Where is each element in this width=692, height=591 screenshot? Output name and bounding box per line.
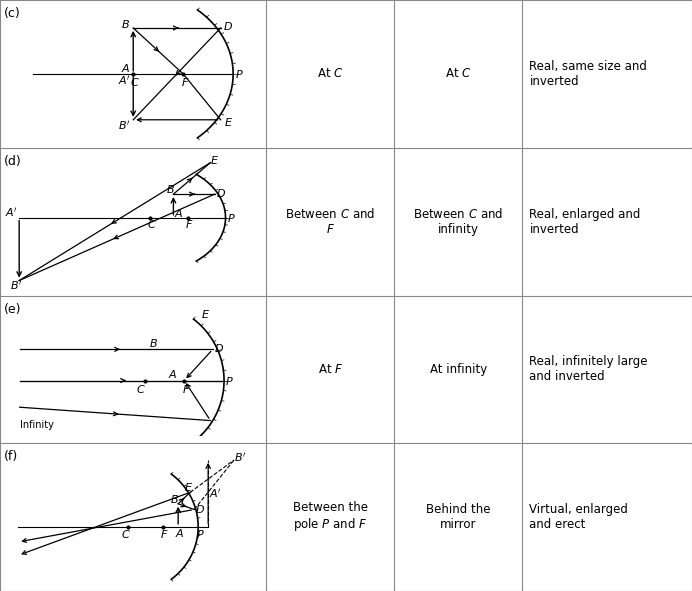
Text: $B'$: $B'$ — [234, 452, 246, 465]
Text: At $C$: At $C$ — [317, 67, 344, 80]
Text: Behind the
mirror: Behind the mirror — [426, 503, 491, 531]
Text: Virtual, enlarged
and erect: Virtual, enlarged and erect — [529, 503, 628, 531]
Text: $D$: $D$ — [223, 20, 233, 32]
Text: $F$: $F$ — [182, 384, 191, 395]
Text: $P$: $P$ — [235, 68, 244, 80]
Text: $P$: $P$ — [226, 212, 235, 224]
Text: $A$: $A$ — [168, 368, 178, 380]
Text: $E$: $E$ — [183, 480, 192, 492]
Text: $B$: $B$ — [121, 18, 130, 30]
Text: $P$: $P$ — [196, 528, 205, 540]
Text: $A$: $A$ — [176, 527, 185, 540]
Text: (e): (e) — [4, 303, 21, 316]
Text: $P$: $P$ — [226, 375, 234, 387]
Text: $F$: $F$ — [185, 218, 194, 230]
Text: Between $C$ and
infinity: Between $C$ and infinity — [413, 207, 504, 236]
Text: (f): (f) — [4, 450, 19, 463]
Text: Real, same size and
inverted: Real, same size and inverted — [529, 60, 647, 88]
Text: At $F$: At $F$ — [318, 363, 343, 376]
Text: Real, infinitely large
and inverted: Real, infinitely large and inverted — [529, 355, 648, 384]
Text: $C$: $C$ — [121, 528, 131, 540]
Text: At $C$: At $C$ — [445, 67, 472, 80]
Text: $A'$: $A'$ — [118, 74, 131, 87]
Text: $A'$: $A'$ — [209, 487, 221, 500]
Text: $F$: $F$ — [160, 528, 168, 540]
Text: $B$: $B$ — [165, 183, 174, 196]
Text: $B$: $B$ — [170, 493, 179, 505]
Text: $A$: $A$ — [121, 61, 130, 74]
Text: (d): (d) — [4, 155, 22, 168]
Text: (c): (c) — [4, 7, 21, 20]
Text: Between $C$ and
$F$: Between $C$ and $F$ — [285, 207, 376, 236]
Text: $D$: $D$ — [195, 502, 205, 515]
Text: $E$: $E$ — [201, 308, 210, 320]
Text: $E$: $E$ — [224, 116, 233, 128]
Text: $A'$: $A'$ — [5, 206, 18, 219]
Text: $B'$: $B'$ — [118, 119, 131, 132]
Text: $E$: $E$ — [210, 154, 219, 165]
Text: $C$: $C$ — [136, 384, 146, 395]
Text: $C$: $C$ — [147, 218, 156, 230]
Text: $B'$: $B'$ — [10, 279, 22, 292]
Text: $F$: $F$ — [181, 76, 190, 88]
Text: $D$: $D$ — [215, 342, 224, 354]
Text: $A$: $A$ — [174, 207, 183, 219]
Text: At infinity: At infinity — [430, 363, 487, 376]
Text: $B$: $B$ — [149, 337, 158, 349]
Text: Infinity: Infinity — [19, 420, 53, 430]
Text: $D$: $D$ — [216, 187, 226, 199]
Text: Between the
pole $P$ and $F$: Between the pole $P$ and $F$ — [293, 501, 368, 533]
Text: Real, enlarged and
inverted: Real, enlarged and inverted — [529, 207, 641, 236]
Text: $C$: $C$ — [129, 76, 139, 88]
